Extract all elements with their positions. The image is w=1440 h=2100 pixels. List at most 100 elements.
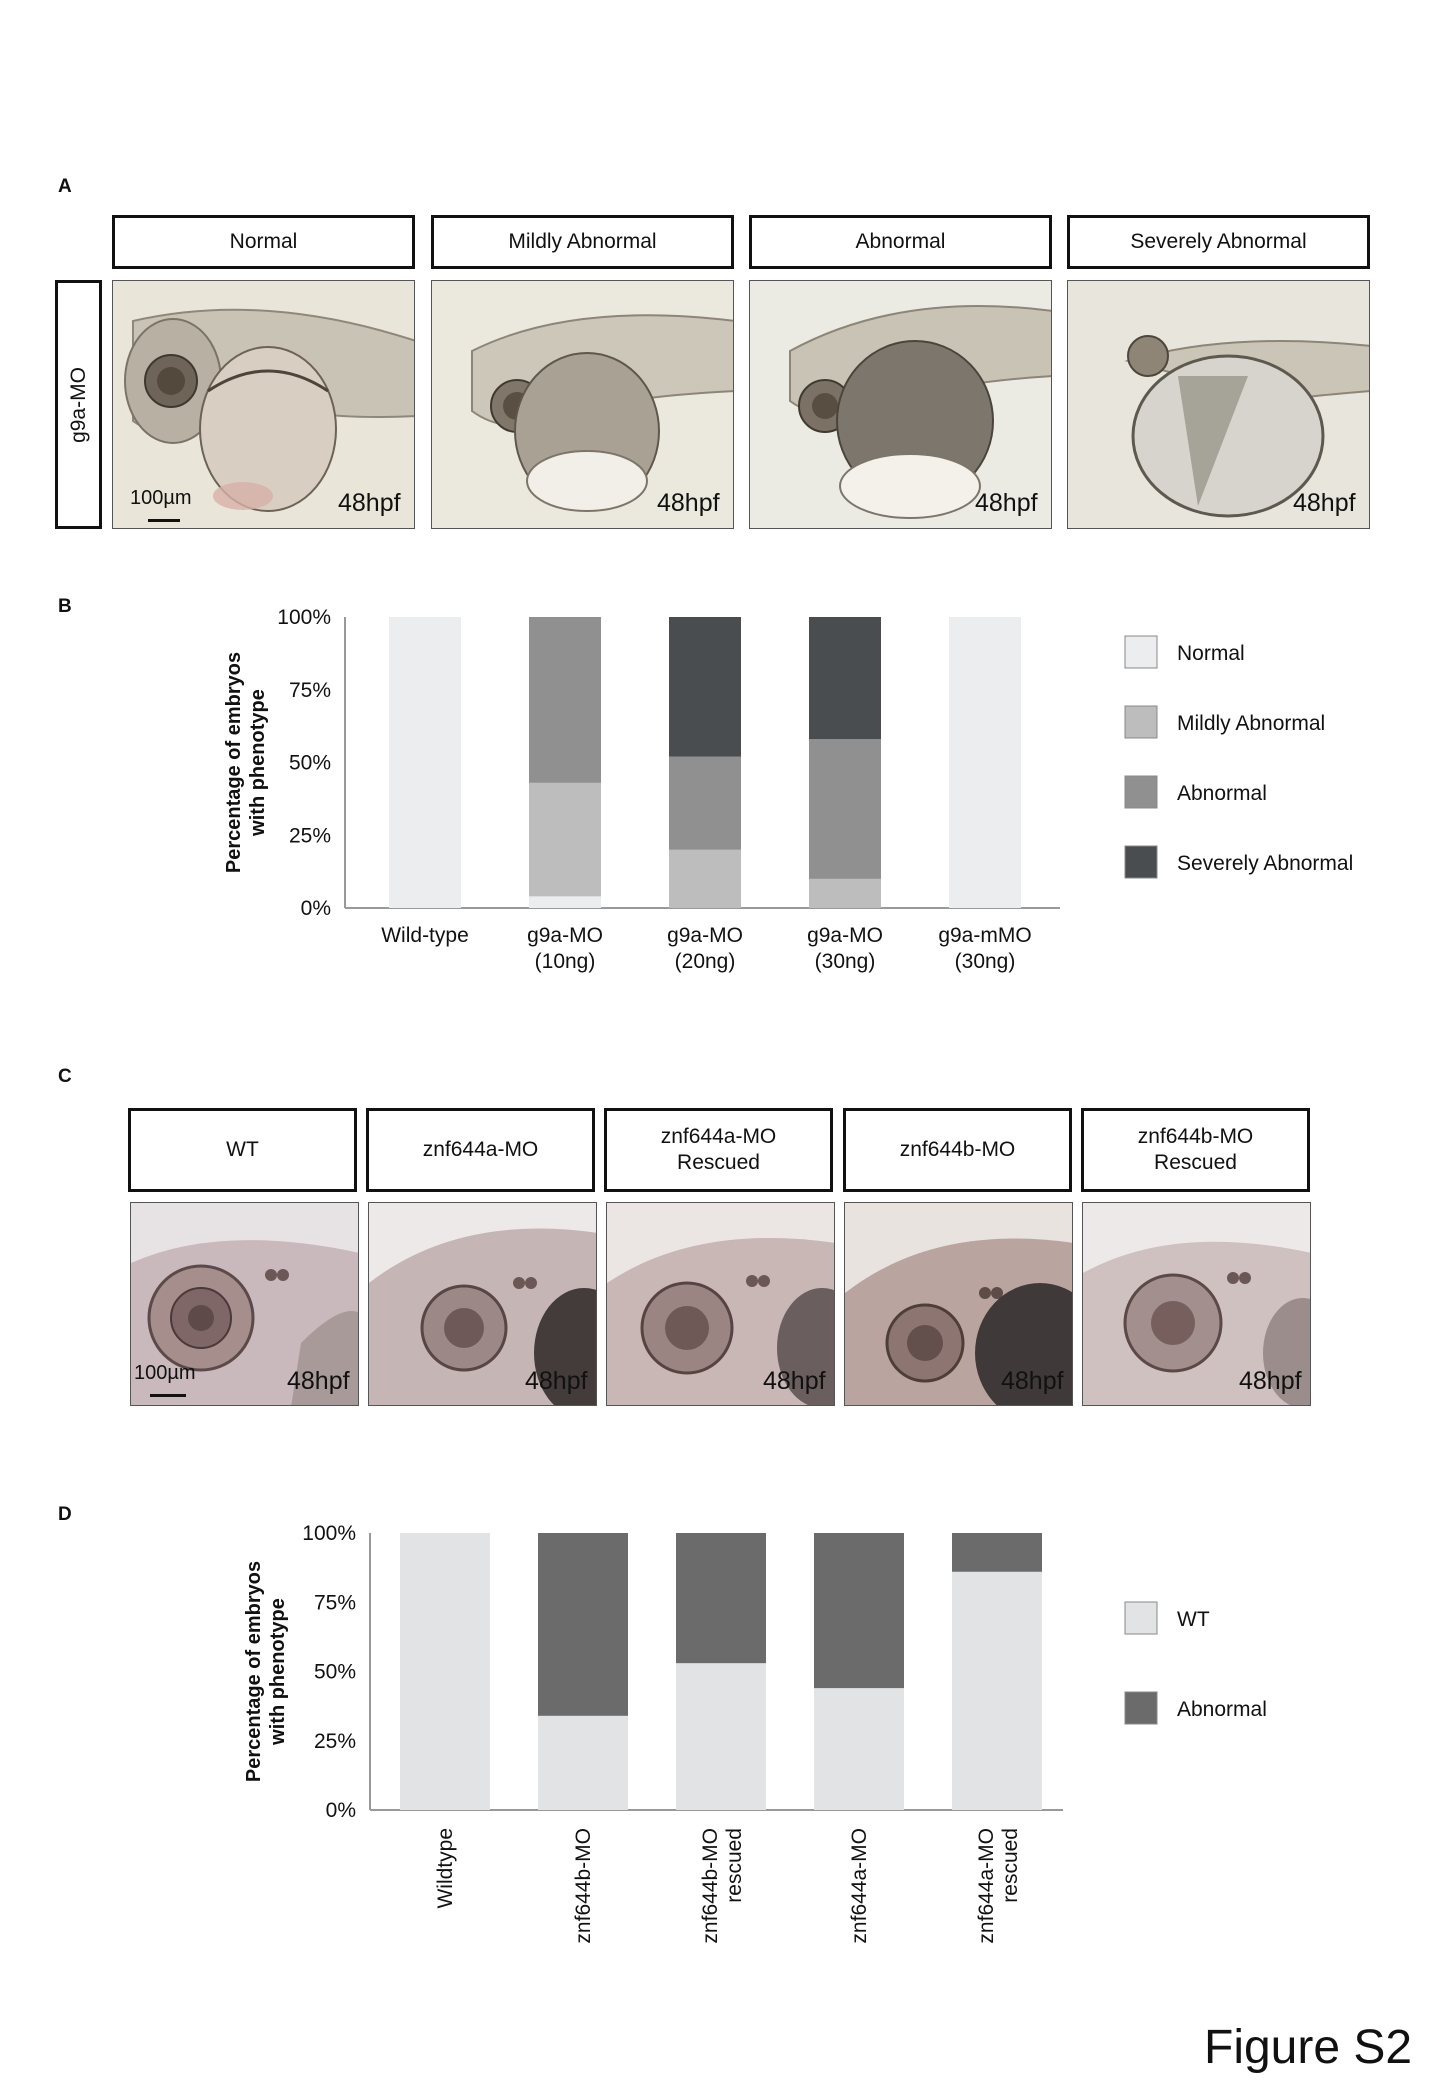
stage-label: 48hpf <box>763 1367 826 1395</box>
y-axis-label-line: Percentage of embryos <box>243 1561 265 1782</box>
bar-segment <box>669 617 741 757</box>
header-znf644a-mo-rescued: znf644a-MO Rescued <box>604 1108 833 1192</box>
header-line: WT <box>226 1138 259 1161</box>
panel-d-letter: D <box>58 1504 72 1525</box>
y-tick-label: 50% <box>314 1661 356 1684</box>
x-tick-label-line: znf644a-MO <box>975 1828 998 1944</box>
x-tick-label-line: rescued <box>723 1828 746 1903</box>
scale-bar <box>148 519 180 522</box>
header-line: znf644b-MO <box>1137 1125 1254 1148</box>
x-tick-label-line: znf644b-MO <box>572 1828 595 1944</box>
bar-segment <box>676 1663 766 1810</box>
scale-bar <box>150 1394 186 1397</box>
x-tick-label: g9a-MO <box>807 924 883 947</box>
bar-segment <box>669 849 741 908</box>
y-axis-label-line: with phenotype <box>247 689 269 837</box>
header-line: znf644a-MO <box>422 1138 539 1161</box>
legend-label: WT <box>1177 1608 1210 1631</box>
header-line: znf644a-MO <box>660 1125 777 1148</box>
y-tick-label: 50% <box>289 752 331 775</box>
x-tick-label: Wildtype <box>434 1828 457 1909</box>
bar-segment <box>952 1533 1042 1572</box>
y-tick-label: 25% <box>289 824 331 847</box>
header-severely-abnormal: Severely Abnormal <box>1067 215 1370 269</box>
panel-b-letter: B <box>58 596 72 617</box>
header-abnormal: Abnormal <box>749 215 1052 269</box>
bar-segment <box>669 756 741 850</box>
header-mildly-abnormal: Mildly Abnormal <box>431 215 734 269</box>
legend-label: Mildly Abnormal <box>1177 712 1325 735</box>
bar-segment <box>538 1533 628 1716</box>
bar-segment <box>949 617 1021 908</box>
header-line: Rescued <box>677 1151 760 1174</box>
bar-segment <box>952 1571 1042 1810</box>
legend-swatch <box>1124 705 1158 739</box>
legend-label: Severely Abnormal <box>1177 852 1353 875</box>
y-tick-label: 0% <box>326 1799 356 1822</box>
bar-segment <box>809 617 881 740</box>
y-tick-label: 0% <box>301 897 331 920</box>
header-znf644b-mo-rescued: znf644b-MO Rescued <box>1081 1108 1310 1192</box>
bar-segment <box>809 739 881 879</box>
x-tick-label-line: znf644a-MO <box>848 1828 871 1944</box>
embryo-photo-abnormal <box>749 280 1052 529</box>
header-line: Rescued <box>1154 1151 1237 1174</box>
stage-label: 48hpf <box>1001 1367 1064 1395</box>
scale-label: 100µm <box>134 1362 196 1384</box>
x-tick-label: znf644a-MO rescued <box>975 1828 1022 1944</box>
x-tick-label-line: rescued <box>999 1828 1022 1903</box>
x-tick-label-line: znf644b-MO <box>699 1828 722 1944</box>
header-znf644a-mo: znf644a-MO <box>366 1108 595 1192</box>
bar-segment <box>529 782 601 897</box>
x-tick-label: znf644a-MO <box>848 1828 871 1944</box>
x-tick-label-line: Wildtype <box>434 1828 457 1909</box>
panel-a-letter: A <box>58 176 72 197</box>
x-tick-label: g9a-MO <box>667 924 743 947</box>
embryo-photo-znf644b-mo <box>844 1202 1073 1406</box>
x-tick-label: (30ng) <box>815 950 876 973</box>
legend-label: Normal <box>1177 642 1245 665</box>
y-tick-label: 75% <box>289 679 331 702</box>
bar-segment <box>389 617 461 908</box>
x-tick-label: (30ng) <box>955 950 1016 973</box>
legend-swatch <box>1124 775 1158 809</box>
x-tick-label: znf644b-MO <box>572 1828 595 1944</box>
legend-swatch <box>1124 1601 1158 1635</box>
panel-c-letter: C <box>58 1066 72 1087</box>
stage-label: 48hpf <box>657 489 720 517</box>
y-axis-label-line: Percentage of embryos <box>223 652 245 873</box>
stage-label: 48hpf <box>1293 489 1356 517</box>
row-label-g9a-mo: g9a-MO <box>55 280 102 529</box>
bar-segment <box>538 1715 628 1810</box>
y-axis-label: Percentage of embryos with phenotype <box>243 1561 289 1782</box>
x-tick-label: (10ng) <box>535 950 596 973</box>
bar-segment <box>400 1533 490 1810</box>
embryo-photo-znf644a-mo <box>368 1202 597 1406</box>
chart-phenotype-g9a: 0% 25% 50% 75% 100% Percentage of embryos with… <box>223 606 1353 973</box>
header-normal: Normal <box>112 215 415 269</box>
header-wt: WT <box>128 1108 357 1192</box>
stage-label: 48hpf <box>1239 1367 1302 1395</box>
legend-swatch <box>1124 635 1158 669</box>
bar-segment <box>809 878 881 908</box>
stage-label: 48hpf <box>975 489 1038 517</box>
chart-phenotype-znf644: 0% 25% 50% 75% 100% Percentage of embryos with… <box>243 1522 1267 1944</box>
bar-segment <box>676 1533 766 1664</box>
x-tick-label: znf644b-MO rescued <box>699 1828 746 1944</box>
header-znf644b-mo: znf644b-MO <box>843 1108 1072 1192</box>
bar-segment <box>814 1688 904 1810</box>
figure-title: Figure S2 <box>1204 2021 1413 2074</box>
bar-segment <box>529 896 601 908</box>
row-label-text: g9a-MO <box>66 366 90 443</box>
embryo-photo-znf644a-mo-rescued <box>606 1202 835 1406</box>
stage-label: 48hpf <box>338 489 401 517</box>
legend-swatch <box>1124 845 1158 879</box>
stage-label: 48hpf <box>525 1367 588 1395</box>
embryo-photo-wt <box>130 1202 359 1406</box>
embryo-photo-znf644b-mo-rescued <box>1082 1202 1311 1406</box>
scale-label: 100µm <box>130 487 192 509</box>
y-tick-label: 75% <box>314 1591 356 1614</box>
x-tick-label: g9a-MO <box>527 924 603 947</box>
x-tick-label: (20ng) <box>675 950 736 973</box>
legend-label: Abnormal <box>1177 782 1267 805</box>
